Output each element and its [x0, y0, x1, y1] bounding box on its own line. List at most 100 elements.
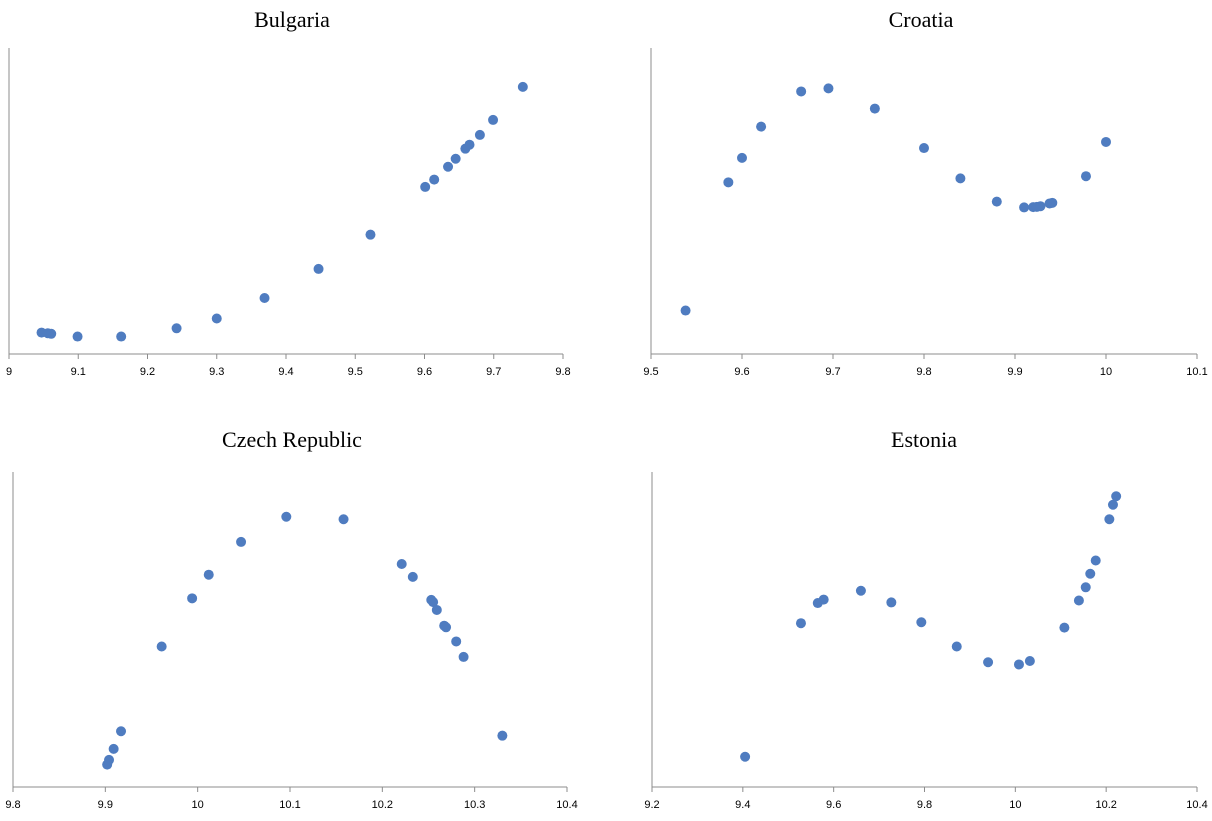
data-point: [919, 143, 929, 154]
chart-title: Croatia: [889, 7, 954, 32]
data-point: [517, 81, 528, 92]
data-point: [823, 83, 834, 94]
data-point: [1024, 656, 1035, 666]
data-point: [156, 641, 167, 652]
data-point: [259, 293, 270, 304]
data-point: [1104, 514, 1115, 525]
x-tick-label: 9.2: [644, 799, 659, 811]
data-point: [203, 569, 214, 580]
data-point: [116, 726, 127, 737]
data-point: [740, 751, 751, 762]
data-point: [236, 536, 247, 547]
data-point: [313, 263, 324, 274]
data-point: [886, 597, 897, 608]
chart-title: Czech Republic: [222, 427, 362, 452]
data-point: [116, 331, 127, 342]
data-point: [1080, 171, 1091, 182]
data-point: [72, 331, 83, 342]
x-tick-label: 9.8: [916, 366, 931, 378]
x-tick-label: 9.3: [209, 366, 224, 378]
data-point: [1035, 201, 1046, 212]
data-point: [1107, 499, 1118, 510]
data-point: [1080, 582, 1091, 593]
x-tick-label: 9.9: [1007, 366, 1022, 378]
data-point: [407, 571, 418, 582]
data-point: [281, 511, 292, 522]
data-point: [443, 161, 454, 172]
x-tick-label: 9.2: [140, 366, 155, 378]
x-tick-label: 9.6: [826, 799, 841, 811]
x-tick-label: 9.7: [486, 366, 501, 378]
x-tick-label: 10.2: [1095, 799, 1116, 811]
data-point: [737, 152, 747, 163]
data-point: [680, 305, 691, 316]
data-point: [338, 514, 349, 525]
data-point: [1073, 595, 1084, 606]
data-point: [429, 174, 440, 185]
x-tick-label: 9.8: [555, 366, 570, 378]
data-point: [171, 323, 182, 334]
x-tick-label: 10: [192, 799, 204, 811]
data-point: [1101, 136, 1111, 147]
data-point: [951, 641, 962, 652]
chart-panel-4: Estonia 9.2 9.4 9.6 9.8 10 10.2 10.4: [644, 427, 1207, 811]
chart-title: Estonia: [891, 427, 957, 452]
data-point: [474, 129, 485, 140]
data-point: [991, 196, 1002, 207]
data-point: [955, 173, 966, 184]
data-point: [1047, 197, 1058, 208]
x-tick-label: 9.4: [278, 366, 293, 378]
data-point: [428, 597, 439, 608]
data-point: [187, 593, 198, 604]
data-point: [420, 181, 431, 192]
data-point: [796, 86, 807, 97]
data-point: [451, 636, 462, 647]
x-tick-label: 10.4: [556, 799, 577, 811]
x-tick-label: 9.8: [5, 799, 20, 811]
data-point: [916, 617, 927, 628]
data-point: [795, 618, 806, 629]
x-tick-label: 10: [1100, 366, 1112, 378]
data-point: [1059, 622, 1070, 633]
x-tick-label: 10.1: [279, 799, 300, 811]
x-tick-label: 9.9: [98, 799, 113, 811]
data-point: [1090, 555, 1101, 566]
data-point: [441, 622, 452, 633]
data-point: [46, 328, 57, 339]
data-point: [104, 754, 115, 765]
chart-panel-3: Czech Republic 9.8 9.9 10 10.1 10.2 10.3 10.4: [5, 427, 577, 811]
x-tick-label: 10: [1009, 799, 1021, 811]
data-point: [1111, 491, 1122, 502]
data-point: [488, 114, 499, 125]
x-tick-label: 9.6: [417, 366, 432, 378]
data-point: [723, 177, 734, 188]
data-point: [108, 743, 119, 754]
data-point: [365, 229, 376, 240]
data-point: [855, 585, 866, 596]
data-point: [464, 139, 475, 150]
data-point: [869, 103, 880, 114]
x-tick-label: 9.5: [643, 366, 658, 378]
x-tick-label: 9.5: [348, 366, 363, 378]
data-point: [458, 651, 469, 662]
x-tick-label: 10.3: [464, 799, 485, 811]
data-point: [1085, 568, 1096, 579]
x-tick-label: 9.6: [734, 366, 749, 378]
data-point: [1013, 659, 1024, 670]
data-point: [431, 604, 442, 615]
chart-panel-1: Bulgaria 9 9.1 9.2 9.3 9.4 9.5 9.6 9.7 9.8: [6, 7, 571, 378]
data-point: [756, 121, 767, 132]
x-tick-label: 9.8: [917, 799, 932, 811]
data-point: [983, 657, 994, 668]
chart-title: Bulgaria: [254, 7, 330, 32]
data-point: [211, 313, 222, 324]
x-tick-label: 10.2: [372, 799, 393, 811]
x-tick-label: 10.1: [1186, 366, 1207, 378]
x-tick-label: 9.4: [735, 799, 750, 811]
data-point: [450, 153, 461, 164]
chart-panel-2: Croatia 9.5 9.6 9.7 9.8 9.9 10 10.1: [643, 7, 1207, 378]
data-point: [497, 730, 508, 741]
x-tick-label: 10.4: [1186, 799, 1207, 811]
x-tick-label: 9.7: [825, 366, 840, 378]
